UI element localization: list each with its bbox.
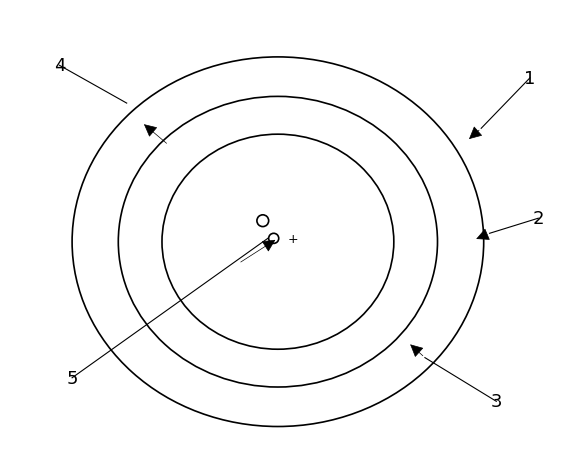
Text: 5: 5	[66, 369, 78, 387]
Text: 4: 4	[54, 57, 65, 75]
Text: +: +	[288, 232, 298, 245]
Text: 1: 1	[524, 70, 536, 88]
Text: 3: 3	[490, 393, 502, 410]
Text: 2: 2	[533, 210, 544, 228]
